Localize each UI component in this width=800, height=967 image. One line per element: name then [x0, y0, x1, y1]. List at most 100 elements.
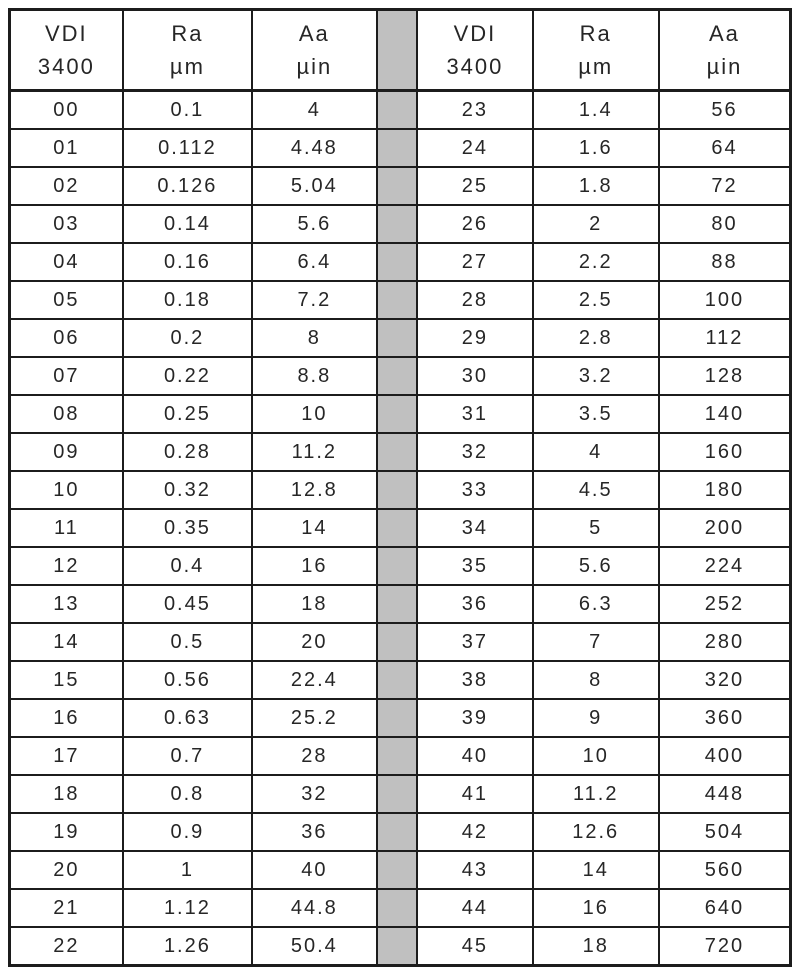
header-aa-right: Aa µin: [657, 8, 792, 92]
vdi-right-cell: 27: [416, 242, 534, 282]
aa-left-cell: 14: [251, 508, 378, 548]
ra-right-cell: 4: [531, 432, 660, 472]
ra-left-cell: 0.45: [121, 584, 254, 624]
header-aa-line2: µin: [296, 54, 333, 79]
aa-left-cell: 4: [251, 89, 378, 130]
table-row: 05 0.18 7.2 28 2.5 100: [8, 280, 792, 320]
aa-right-cell: 128: [657, 356, 792, 396]
ra-right-cell: 12.6: [531, 812, 660, 852]
header-vdi-left: VDI 3400: [8, 8, 124, 92]
aa-right-cell: 180: [657, 470, 792, 510]
table-row: 15 0.56 22.4 38 8 320: [8, 660, 792, 700]
vdi-right-cell: 24: [416, 128, 534, 168]
aa-right-cell: 720: [657, 926, 792, 967]
table-row: 07 0.22 8.8 30 3.2 128: [8, 356, 792, 396]
aa-left-cell: 20: [251, 622, 378, 662]
table-row: 21 1.12 44.8 44 16 640: [8, 888, 792, 928]
ra-left-cell: 0.9: [121, 812, 254, 852]
aa-right-cell: 112: [657, 318, 792, 358]
vdi-right-cell: 40: [416, 736, 534, 776]
ra-left-cell: 0.25: [121, 394, 254, 434]
ra-left-cell: 0.56: [121, 660, 254, 700]
aa-left-cell: 28: [251, 736, 378, 776]
aa-left-cell: 7.2: [251, 280, 378, 320]
separator-cell: [375, 660, 419, 700]
vdi-left-cell: 06: [8, 318, 124, 358]
aa-right-cell: 64: [657, 128, 792, 168]
vdi-left-cell: 10: [8, 470, 124, 510]
aa-left-cell: 11.2: [251, 432, 378, 472]
ra-left-cell: 0.126: [121, 166, 254, 206]
vdi-right-cell: 23: [416, 89, 534, 130]
vdi-right-cell: 37: [416, 622, 534, 662]
table-row: 11 0.35 14 34 5 200: [8, 508, 792, 548]
table-row: 16 0.63 25.2 39 9 360: [8, 698, 792, 738]
vdi-right-cell: 31: [416, 394, 534, 434]
aa-right-cell: 560: [657, 850, 792, 890]
vdi-right-cell: 33: [416, 470, 534, 510]
ra-right-cell: 10: [531, 736, 660, 776]
ra-left-cell: 0.5: [121, 622, 254, 662]
ra-left-cell: 0.22: [121, 356, 254, 396]
vdi-left-cell: 00: [8, 89, 124, 130]
aa-right-cell: 72: [657, 166, 792, 206]
aa-left-cell: 10: [251, 394, 378, 434]
aa-left-cell: 50.4: [251, 926, 378, 967]
aa-left-cell: 40: [251, 850, 378, 890]
separator-cell: [375, 888, 419, 928]
aa-right-cell: 280: [657, 622, 792, 662]
table-row: 06 0.2 8 29 2.8 112: [8, 318, 792, 358]
header-ra-line1: Ra: [171, 21, 204, 46]
ra-right-cell: 2.2: [531, 242, 660, 282]
aa-right-cell: 88: [657, 242, 792, 282]
aa-left-cell: 8.8: [251, 356, 378, 396]
separator-cell: [375, 356, 419, 396]
separator-cell: [375, 622, 419, 662]
ra-right-cell: 18: [531, 926, 660, 967]
table-row: 04 0.16 6.4 27 2.2 88: [8, 242, 792, 282]
vdi-left-cell: 19: [8, 812, 124, 852]
header-aa-left: Aa µin: [251, 8, 378, 92]
separator-cell: [375, 280, 419, 320]
vdi-right-cell: 35: [416, 546, 534, 586]
aa-left-cell: 44.8: [251, 888, 378, 928]
aa-right-cell: 100: [657, 280, 792, 320]
aa-right-cell: 252: [657, 584, 792, 624]
aa-right-cell: 320: [657, 660, 792, 700]
ra-left-cell: 0.8: [121, 774, 254, 814]
aa-left-cell: 18: [251, 584, 378, 624]
ra-right-cell: 3.2: [531, 356, 660, 396]
ra-left-cell: 0.112: [121, 128, 254, 168]
aa-left-cell: 22.4: [251, 660, 378, 700]
vdi-left-cell: 02: [8, 166, 124, 206]
aa-right-cell: 200: [657, 508, 792, 548]
table-row: 19 0.9 36 42 12.6 504: [8, 812, 792, 852]
table-row: 08 0.25 10 31 3.5 140: [8, 394, 792, 434]
vdi-right-cell: 26: [416, 204, 534, 244]
ra-left-cell: 0.14: [121, 204, 254, 244]
ra-right-cell: 1.6: [531, 128, 660, 168]
ra-left-cell: 0.28: [121, 432, 254, 472]
aa-right-cell: 504: [657, 812, 792, 852]
table-row: 10 0.32 12.8 33 4.5 180: [8, 470, 792, 510]
separator-header-cell: [375, 8, 419, 92]
header-ra-line2: µm: [578, 54, 614, 79]
ra-left-cell: 0.35: [121, 508, 254, 548]
vdi-left-cell: 05: [8, 280, 124, 320]
separator-cell: [375, 432, 419, 472]
separator-cell: [375, 812, 419, 852]
aa-right-cell: 640: [657, 888, 792, 928]
separator-cell: [375, 584, 419, 624]
vdi-right-cell: 34: [416, 508, 534, 548]
separator-cell: [375, 850, 419, 890]
vdi-left-cell: 20: [8, 850, 124, 890]
vdi-right-cell: 45: [416, 926, 534, 967]
ra-left-cell: 0.4: [121, 546, 254, 586]
vdi-ra-aa-conversion-table: VDI 3400 Ra µm Aa µin VDI 3400 Ra: [8, 8, 792, 967]
ra-left-cell: 1: [121, 850, 254, 890]
ra-left-cell: 0.1: [121, 89, 254, 130]
aa-right-cell: 160: [657, 432, 792, 472]
ra-right-cell: 2.8: [531, 318, 660, 358]
separator-cell: [375, 926, 419, 967]
ra-right-cell: 14: [531, 850, 660, 890]
